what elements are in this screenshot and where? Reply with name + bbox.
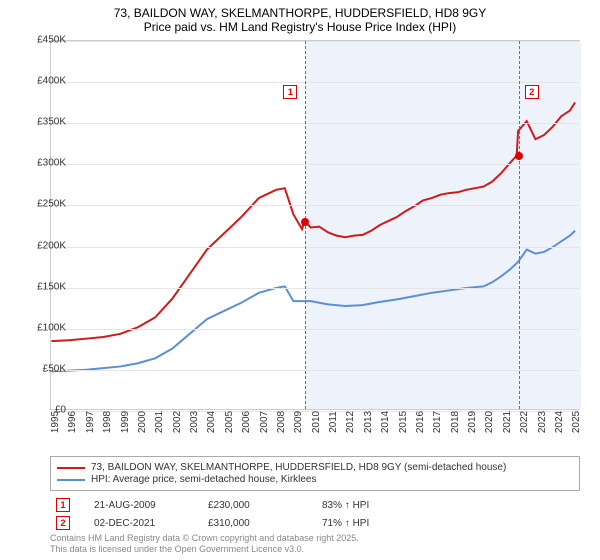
ytick-label: £400K: [22, 76, 66, 87]
ytick-label: £150K: [22, 281, 66, 292]
gridline-h: [51, 247, 579, 248]
series-line: [51, 231, 575, 372]
gridline-h: [51, 82, 579, 83]
xtick-label: 2004: [206, 411, 217, 433]
xtick-label: 2016: [415, 411, 426, 433]
gridline-h: [51, 164, 579, 165]
xtick-label: 2018: [450, 411, 461, 433]
legend-label-2: HPI: Average price, semi-detached house,…: [91, 474, 317, 485]
chart-title: 73, BAILDON WAY, SKELMANTHORPE, HUDDERSF…: [0, 0, 600, 36]
xtick-label: 2011: [328, 411, 339, 433]
ytick-label: £350K: [22, 117, 66, 128]
legend-swatch-1: [57, 467, 85, 469]
legend-swatch-2: [57, 479, 85, 481]
sales-table: 1 21-AUG-2009 £230,000 83% ↑ HPI 2 02-DE…: [50, 496, 580, 532]
gridline-h: [51, 370, 579, 371]
ytick-label: £50K: [22, 363, 66, 374]
xtick-label: 2001: [154, 411, 165, 433]
ytick-label: £200K: [22, 240, 66, 251]
xtick-label: 2006: [241, 411, 252, 433]
sales-marker-1: 1: [56, 498, 70, 512]
xtick-label: 2019: [467, 411, 478, 433]
legend-item-2: HPI: Average price, semi-detached house,…: [57, 474, 573, 485]
gridline-h: [51, 329, 579, 330]
sales-hpi-2: 71% ↑ HPI: [322, 518, 412, 529]
sales-price-2: £310,000: [208, 518, 298, 529]
xtick-label: 2015: [398, 411, 409, 433]
ytick-label: £250K: [22, 199, 66, 210]
sales-price-1: £230,000: [208, 500, 298, 511]
xtick-label: 2010: [311, 411, 322, 433]
sale-point: [515, 152, 523, 160]
gridline-h: [51, 288, 579, 289]
xtick-label: 1997: [85, 411, 96, 433]
ytick-label: £450K: [22, 35, 66, 46]
xtick-label: 2007: [259, 411, 270, 433]
xtick-label: 1995: [50, 411, 61, 433]
sales-row-1: 1 21-AUG-2009 £230,000 83% ↑ HPI: [50, 496, 580, 514]
xtick-label: 1999: [120, 411, 131, 433]
xtick-label: 2005: [224, 411, 235, 433]
xtick-label: 2024: [554, 411, 565, 433]
title-line-1: 73, BAILDON WAY, SKELMANTHORPE, HUDDERSF…: [0, 6, 600, 20]
chart-svg: [51, 41, 579, 409]
series-line: [51, 102, 575, 341]
xtick-label: 2020: [484, 411, 495, 433]
plot-area: 12: [50, 40, 580, 410]
sale-point: [301, 218, 309, 226]
sales-date-2: 02-DEC-2021: [94, 518, 184, 529]
title-line-2: Price paid vs. HM Land Registry's House …: [0, 20, 600, 34]
gridline-h: [51, 205, 579, 206]
xtick-label: 1996: [67, 411, 78, 433]
ytick-label: £300K: [22, 158, 66, 169]
sales-marker-2: 2: [56, 516, 70, 530]
sale-marker: 2: [525, 85, 539, 99]
sales-hpi-1: 83% ↑ HPI: [322, 500, 412, 511]
ytick-label: £100K: [22, 322, 66, 333]
xtick-label: 2013: [363, 411, 374, 433]
legend: 73, BAILDON WAY, SKELMANTHORPE, HUDDERSF…: [50, 456, 580, 491]
xtick-label: 2017: [432, 411, 443, 433]
sales-date-1: 21-AUG-2009: [94, 500, 184, 511]
sale-vline: [519, 41, 520, 409]
xtick-label: 2000: [137, 411, 148, 433]
legend-label-1: 73, BAILDON WAY, SKELMANTHORPE, HUDDERSF…: [91, 462, 506, 473]
xtick-label: 2023: [537, 411, 548, 433]
xtick-label: 2003: [189, 411, 200, 433]
sale-marker: 1: [283, 85, 297, 99]
legend-item-1: 73, BAILDON WAY, SKELMANTHORPE, HUDDERSF…: [57, 462, 573, 473]
sales-row-2: 2 02-DEC-2021 £310,000 71% ↑ HPI: [50, 514, 580, 532]
xtick-label: 2002: [172, 411, 183, 433]
gridline-h: [51, 41, 579, 42]
xtick-label: 2022: [519, 411, 530, 433]
footer-line-2: This data is licensed under the Open Gov…: [50, 544, 359, 556]
xtick-label: 2021: [502, 411, 513, 433]
footer-line-1: Contains HM Land Registry data © Crown c…: [50, 533, 359, 545]
xtick-label: 2009: [293, 411, 304, 433]
chart-container: 73, BAILDON WAY, SKELMANTHORPE, HUDDERSF…: [0, 0, 600, 560]
xtick-label: 2025: [571, 411, 582, 433]
gridline-h: [51, 123, 579, 124]
footer: Contains HM Land Registry data © Crown c…: [50, 533, 359, 556]
xtick-label: 2008: [276, 411, 287, 433]
xtick-label: 2012: [345, 411, 356, 433]
xtick-label: 1998: [102, 411, 113, 433]
xtick-label: 2014: [380, 411, 391, 433]
